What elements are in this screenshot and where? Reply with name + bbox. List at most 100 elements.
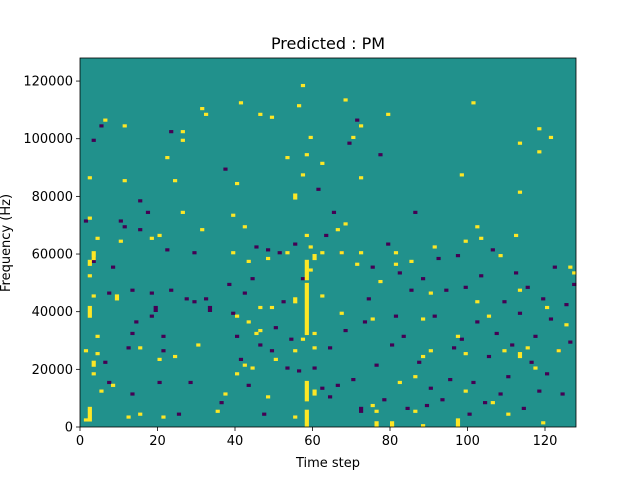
heatmap-cell-high bbox=[545, 305, 550, 310]
y-axis-label: Frequency (Hz) bbox=[0, 194, 14, 292]
heatmap-cell-high bbox=[308, 245, 313, 249]
heatmap-cell-high bbox=[273, 357, 278, 361]
heatmap-cell-low bbox=[266, 248, 271, 252]
heatmap-cell-low bbox=[393, 314, 399, 318]
heatmap-cell-low bbox=[475, 320, 480, 324]
heatmap-cell-high bbox=[355, 262, 360, 266]
heatmap-cell-high bbox=[428, 291, 433, 295]
heatmap-cell-low bbox=[153, 305, 158, 312]
heatmap-cell-low bbox=[483, 401, 488, 405]
heatmap-cell-high bbox=[463, 239, 468, 243]
heatmap-cell-low bbox=[424, 403, 430, 408]
heatmap-cell-low bbox=[176, 412, 182, 416]
heatmap-cell-low bbox=[521, 406, 526, 410]
heatmap-cell-low bbox=[297, 369, 302, 373]
heatmap-cell-low bbox=[192, 300, 197, 304]
heatmap-cell-low bbox=[471, 380, 476, 385]
heatmap-cell-high bbox=[308, 135, 313, 140]
heatmap-cell-low bbox=[246, 383, 251, 387]
heatmap-cell-low bbox=[537, 389, 542, 393]
heatmap-cell-low bbox=[235, 334, 240, 338]
heatmap-cell-high bbox=[285, 251, 290, 255]
heatmap-cell-low bbox=[502, 300, 507, 304]
heatmap-cell-high bbox=[312, 389, 317, 396]
heatmap-cell-high bbox=[157, 233, 162, 238]
heatmap-cell-high bbox=[180, 210, 185, 214]
heatmap-cell-low bbox=[506, 375, 511, 379]
heatmap-cell-high bbox=[293, 193, 298, 200]
heatmap-cell-low bbox=[545, 372, 550, 376]
heatmap-cell-low bbox=[223, 167, 228, 171]
x-tick-label: 0 bbox=[76, 434, 84, 449]
heatmap-cell-low bbox=[382, 398, 387, 402]
heatmap-cell-low bbox=[397, 271, 402, 275]
heatmap-cell-high bbox=[122, 124, 127, 128]
heatmap-cell-high bbox=[533, 366, 538, 370]
heatmap-cell-low bbox=[568, 340, 573, 344]
heatmap-cell-low bbox=[242, 291, 247, 295]
heatmap-cell-high bbox=[173, 354, 178, 359]
chart-title: Predicted : PM bbox=[271, 34, 385, 53]
heatmap-cell-low bbox=[262, 412, 267, 416]
heatmap-cell-high bbox=[374, 421, 379, 428]
heatmap-cell-high bbox=[304, 233, 309, 238]
heatmap-cell-low bbox=[331, 210, 337, 214]
heatmap-cell-low bbox=[312, 366, 317, 370]
heatmap-cell-high bbox=[304, 259, 309, 281]
heatmap-cell-low bbox=[250, 277, 255, 281]
heatmap-cell-low bbox=[91, 138, 96, 142]
heatmap-cell-low bbox=[548, 317, 554, 321]
heatmap-cell-high bbox=[173, 179, 178, 183]
heatmap-cell-low bbox=[455, 254, 461, 258]
heatmap-cell-low bbox=[258, 343, 263, 347]
heatmap-cell-high bbox=[293, 415, 298, 419]
heatmap-cell-high bbox=[564, 323, 569, 327]
heatmap-cell-low bbox=[324, 233, 329, 238]
heatmap-cell-high bbox=[126, 415, 131, 419]
heatmap-cell-low bbox=[219, 401, 224, 405]
heatmap-cell-low bbox=[192, 251, 197, 255]
heatmap-cell-high bbox=[111, 383, 116, 387]
heatmap-cell-low bbox=[289, 337, 294, 341]
heatmap-cell-low bbox=[517, 311, 523, 315]
heatmap-cell-high bbox=[114, 294, 120, 301]
y-tick-label: 60000 bbox=[32, 248, 73, 263]
y-axis: 0 20000 40000 60000 80000 100000 120000 bbox=[23, 75, 80, 436]
heatmap-cell-low bbox=[440, 398, 445, 402]
heatmap-cell-high bbox=[95, 236, 100, 240]
heatmap-cell-high bbox=[87, 176, 92, 180]
heatmap-cell-high bbox=[87, 216, 92, 220]
heatmap-cell-high bbox=[386, 112, 391, 116]
heatmap-cell-low bbox=[572, 282, 577, 287]
heatmap-cell-high bbox=[498, 254, 503, 258]
x-tick-label: 60 bbox=[304, 434, 321, 449]
heatmap-cell-high bbox=[180, 138, 185, 142]
heatmap-cell-low bbox=[417, 360, 422, 364]
heatmap-cell-low bbox=[188, 380, 193, 385]
heatmap-cell-low bbox=[231, 311, 236, 315]
heatmap-cell-low bbox=[421, 277, 426, 281]
heatmap-cell-high bbox=[87, 274, 92, 278]
heatmap-cell-low bbox=[285, 366, 290, 370]
heatmap-cell-low bbox=[277, 251, 282, 255]
heatmap-cell-high bbox=[517, 352, 523, 359]
heatmap-cell-low bbox=[207, 305, 213, 312]
heatmap-cell-low bbox=[149, 314, 154, 318]
heatmap-cell-high bbox=[300, 337, 306, 341]
heatmap-cell-low bbox=[409, 288, 414, 292]
heatmap-cell-low bbox=[514, 271, 519, 275]
heatmap-cell-high bbox=[320, 251, 325, 255]
heatmap-cell-high bbox=[149, 236, 154, 240]
plot-area bbox=[79, 57, 577, 428]
heatmap-cell-low bbox=[204, 297, 209, 301]
heatmap-cell-low bbox=[138, 228, 143, 232]
heatmap-cell-high bbox=[320, 161, 325, 165]
heatmap-cell-high bbox=[409, 259, 414, 263]
heatmap-cell-low bbox=[390, 343, 395, 347]
heatmap-cell-low bbox=[149, 291, 154, 295]
heatmap-cell-low bbox=[467, 412, 472, 416]
heatmap-cell-high bbox=[351, 135, 356, 140]
heatmap-cell-high bbox=[339, 251, 344, 255]
heatmap-cell-low bbox=[130, 288, 135, 292]
